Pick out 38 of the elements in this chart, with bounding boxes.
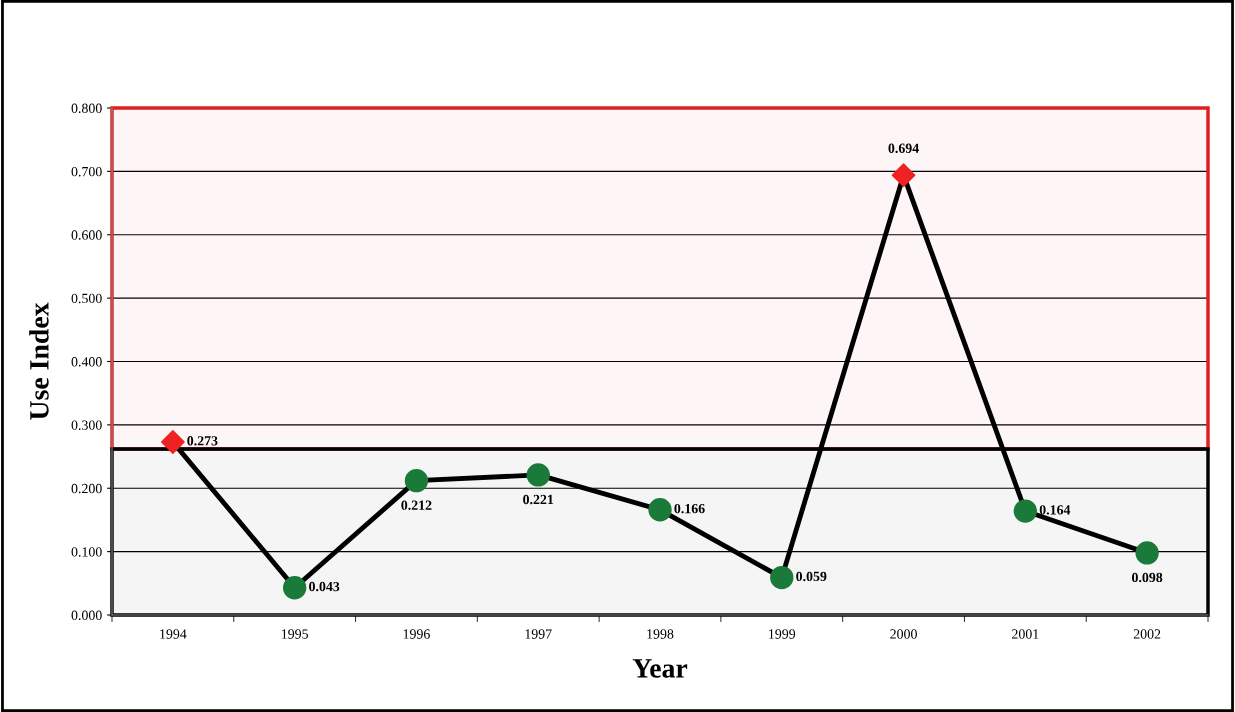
data-label: 0.164 (1039, 505, 1071, 515)
point (526, 463, 550, 487)
point (282, 576, 307, 600)
data-label: 0.098 (1132, 572, 1163, 583)
point (404, 468, 429, 493)
data-label: 0.694 (888, 143, 919, 153)
y-tick-label: 0.500 (71, 293, 102, 304)
data-label: 0.059 (796, 571, 827, 582)
data-label: 0.043 (309, 581, 340, 592)
point (1013, 499, 1038, 523)
point (1135, 541, 1159, 565)
y-tick-label: 0.100 (71, 547, 102, 557)
x-tick-label: 1996 (403, 629, 430, 639)
data-label: 0.166 (674, 503, 705, 514)
y-tick-label: 0.600 (71, 230, 102, 240)
y-tick-label: 0.400 (71, 357, 102, 367)
x-tick-label: 1997 (525, 629, 552, 639)
x-tick-label: 1998 (647, 629, 674, 639)
y-tick-label: 0.700 (71, 166, 102, 177)
y-tick-label: 0.000 (71, 610, 102, 621)
point (891, 163, 916, 188)
x-tick-label: 1994 (160, 629, 187, 639)
y-tick-label: 0.200 (71, 483, 102, 494)
x-tick-label: 2000 (890, 629, 917, 639)
data-label: 0.212 (401, 500, 432, 510)
point (770, 565, 794, 590)
y-tick-label: 0.300 (71, 420, 102, 430)
data-label: 0.221 (523, 494, 554, 505)
x-tick-label: 1999 (769, 629, 796, 639)
y-axis-title: Use Index (29, 302, 49, 420)
y-tick-label: 0.800 (71, 103, 102, 114)
data-label: 0.273 (187, 436, 218, 446)
point (648, 498, 672, 522)
x-tick-label: 2001 (1012, 629, 1039, 639)
x-axis-title: Year (632, 659, 688, 678)
x-tick-label: 2002 (1133, 629, 1161, 639)
x-tick-label: 1995 (282, 629, 309, 639)
point (160, 430, 185, 454)
